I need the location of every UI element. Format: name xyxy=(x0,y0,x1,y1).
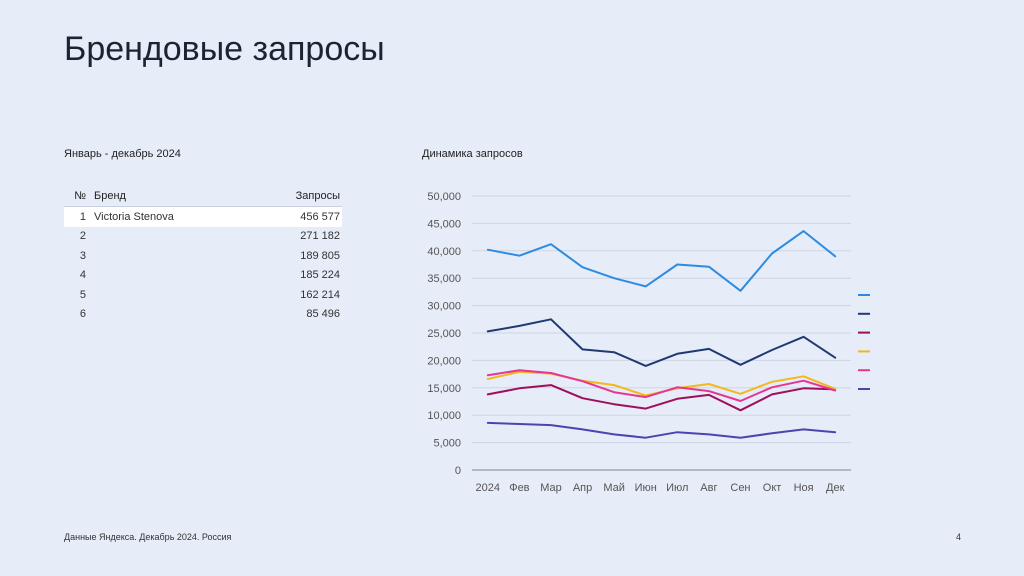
y-tick-label: 40,000 xyxy=(427,246,461,258)
row-requests: 162 214 xyxy=(300,288,340,301)
page-number: 4 xyxy=(956,532,962,542)
brand-table: № Бренд Запросы 1 Victoria Stenova 456 5… xyxy=(64,186,342,324)
row-number: 5 xyxy=(79,288,86,301)
page-title: Брендовые запросы xyxy=(64,30,385,68)
x-tick-label: Июн xyxy=(635,482,657,494)
series-line xyxy=(486,369,837,402)
series-line xyxy=(486,384,837,412)
row-requests: 271 182 xyxy=(300,230,340,243)
row-number: 2 xyxy=(79,230,86,243)
y-tick-label: 35,000 xyxy=(427,273,461,285)
row-number: 6 xyxy=(79,308,86,321)
row-brand: Victoria Stenova xyxy=(90,206,253,227)
x-tick-label: Окт xyxy=(763,482,782,494)
y-tick-label: 50,000 xyxy=(427,191,461,203)
row-number: 1 xyxy=(64,206,90,227)
x-tick-label: Июл xyxy=(666,482,688,494)
chart-heading: Динамика запросов xyxy=(422,148,523,160)
y-tick-label: 20,000 xyxy=(427,355,461,367)
table-row: 3 189 805 xyxy=(64,246,342,266)
y-tick-label: 0 xyxy=(455,465,461,477)
y-tick-label: 30,000 xyxy=(427,301,461,313)
x-tick-label: Май xyxy=(603,482,625,494)
row-requests: 456 577 xyxy=(252,206,342,227)
y-tick-label: 10,000 xyxy=(427,410,461,422)
row-requests: 189 805 xyxy=(300,249,340,262)
x-tick-label: Ноя xyxy=(794,482,814,494)
series-line xyxy=(486,230,837,292)
header-requests: Запросы xyxy=(252,186,342,207)
y-tick-label: 25,000 xyxy=(427,328,461,340)
row-number: 4 xyxy=(79,269,86,282)
row-requests: 185 224 xyxy=(300,269,340,282)
x-tick-label: Фев xyxy=(509,482,529,494)
series-line xyxy=(486,318,837,367)
table-row: 4 185 224 xyxy=(64,266,342,286)
y-tick-label: 5,000 xyxy=(433,438,461,450)
table-row: 5 162 214 xyxy=(64,285,342,305)
table-heading: Январь - декабрь 2024 xyxy=(64,148,181,160)
row-requests: 85 496 xyxy=(306,308,340,321)
table-header-row: № Бренд Запросы xyxy=(64,186,342,207)
x-tick-label: Мар xyxy=(540,482,562,494)
x-tick-label: Апр xyxy=(573,482,592,494)
table-row: 2 271 182 xyxy=(64,227,342,247)
x-tick-label: 2024 xyxy=(476,482,500,494)
series-line xyxy=(486,421,837,439)
header-no: № xyxy=(64,186,90,207)
x-tick-label: Сен xyxy=(730,482,750,494)
table-row: 6 85 496 xyxy=(64,305,342,325)
header-brand: Бренд xyxy=(90,186,253,207)
footer-source: Данные Яндекса. Декабрь 2024. Россия xyxy=(64,532,232,542)
x-tick-label: Авг xyxy=(700,482,717,494)
y-tick-label: 45,000 xyxy=(427,218,461,230)
table-row: 1 Victoria Stenova 456 577 xyxy=(64,206,342,227)
x-tick-label: Дек xyxy=(826,482,845,494)
y-tick-label: 15,000 xyxy=(427,383,461,395)
row-number: 3 xyxy=(79,249,86,262)
